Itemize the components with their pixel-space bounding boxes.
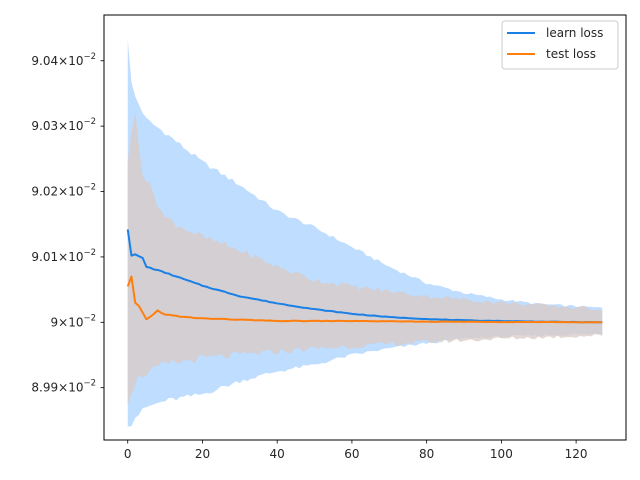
plot-frame [103, 14, 627, 441]
x-tick-label: 60 [344, 447, 359, 461]
x-axis: 0 20 40 60 80 100 120 [124, 440, 588, 461]
y-tick-label: 9.02×10−2 [31, 183, 96, 199]
y-tick-label: 8.99×10−2 [31, 379, 96, 395]
confidence-bands [127, 39, 603, 427]
x-tick-label: 100 [490, 447, 513, 461]
x-tick-label: 0 [124, 447, 132, 461]
x-tick-label: 80 [419, 447, 434, 461]
line-test-loss [126, 275, 603, 324]
series-lines [126, 229, 603, 324]
band-test-loss [127, 112, 603, 406]
x-tick-label: 20 [195, 447, 210, 461]
legend: learn loss test loss [501, 20, 619, 70]
y-tick-label: 9×10−2 [51, 313, 97, 329]
y-axis: 8.99×10−2 9×10−2 9.01×10−2 9.02×10−2 9.03×10… [31, 52, 104, 395]
y-tick-label: 9.03×10−2 [31, 117, 96, 133]
y-tick-label: 9.01×10−2 [31, 248, 96, 264]
y-tick-label: 9.04×10−2 [31, 52, 96, 68]
legend-label-test-loss: test loss [546, 47, 596, 61]
legend-label-learn-loss: learn loss [546, 26, 603, 40]
x-tick-label: 40 [270, 447, 285, 461]
x-tick-label: 120 [565, 447, 588, 461]
